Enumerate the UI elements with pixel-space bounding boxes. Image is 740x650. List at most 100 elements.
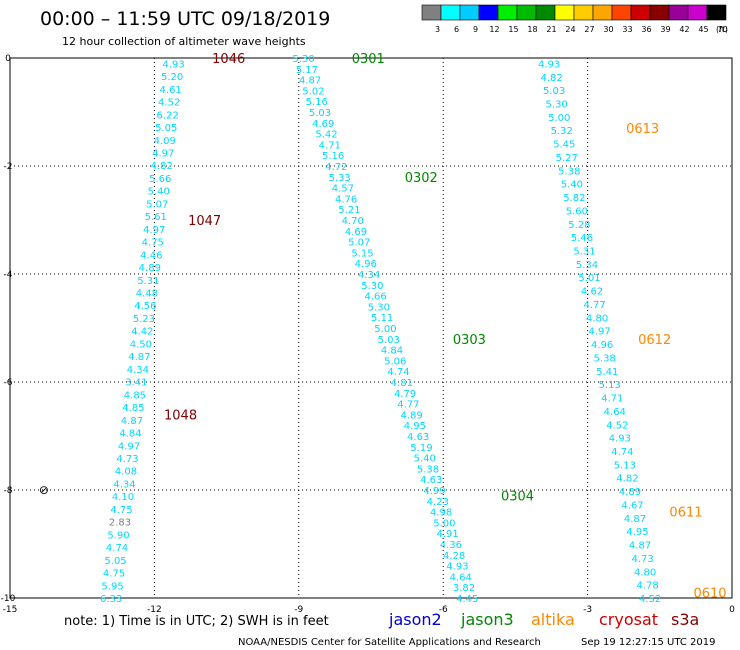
wave-height-value: 4.98 — [430, 508, 452, 519]
colorbar-label: 33 — [622, 25, 632, 34]
colorbar-label: 9 — [473, 25, 478, 34]
wave-height-value: 4.64 — [450, 572, 472, 583]
wave-height-value: 5.21 — [338, 205, 360, 216]
wave-height-value: 4.56 — [134, 301, 156, 312]
wave-height-value: 4.73 — [631, 554, 653, 565]
wave-height-value: 4.74 — [106, 543, 128, 554]
y-tick-label: 0 — [5, 54, 11, 64]
wave-height-value: 5.03 — [378, 335, 400, 346]
colorbar-swatch — [706, 4, 727, 21]
y-tick-label: -4 — [4, 270, 13, 280]
wave-height-value: 4.87 — [128, 352, 150, 363]
wave-height-value: 4.74 — [387, 367, 409, 378]
wave-height-value: 5.03 — [543, 86, 565, 97]
wave-height-value: 4.80 — [586, 313, 608, 324]
wave-height-value: 4.79 — [394, 389, 416, 400]
wave-height-value: 5.32 — [551, 126, 573, 137]
wave-height-value: 5.00 — [374, 324, 396, 335]
wave-height-value: 5.61 — [145, 212, 167, 223]
legend-entry: cryosat — [599, 610, 658, 629]
wave-height-value: 5.40 — [148, 187, 170, 198]
wave-height-value: 4.50 — [130, 339, 152, 350]
pass-label: 0304 — [501, 489, 534, 504]
wave-height-value: 4.95 — [404, 421, 426, 432]
wave-height-value: 5.16 — [306, 97, 328, 108]
x-tick-label: -6 — [439, 605, 448, 615]
wave-height-value: 4.91 — [436, 529, 458, 540]
colorbar-label: 42 — [679, 25, 689, 34]
colorbar-label: 18 — [527, 25, 537, 34]
colorbar-unit: (ft) — [716, 25, 728, 34]
colorbar-label: 39 — [660, 25, 670, 34]
wave-height-value: 4.93 — [446, 562, 468, 573]
wave-height-value: 4.67 — [621, 500, 643, 511]
wave-height-value: 5.66 — [149, 174, 171, 185]
wave-height-value: 5.05 — [104, 556, 126, 567]
wave-height-value: 4.10 — [112, 492, 134, 503]
wave-height-value: 5.42 — [315, 130, 337, 141]
wave-height-value: 5.00 — [548, 113, 570, 124]
colorbar-swatch — [668, 4, 689, 21]
wave-height-value: 5.13 — [614, 460, 636, 471]
legend-entry: s3a — [671, 610, 699, 629]
wave-height-value: 4.95 — [626, 527, 648, 538]
wave-height-value: 5.05 — [155, 123, 177, 134]
wave-height-value: 4.87 — [629, 541, 651, 552]
colorbar-label: 70 — [717, 25, 727, 34]
y-tick-label: -10 — [1, 594, 16, 604]
wave-height-value: 3.82 — [453, 583, 475, 594]
wave-height-value: 4.85 — [124, 390, 146, 401]
wave-height-value: 4.70 — [342, 216, 364, 227]
chart-subtitle: 12 hour collection of altimeter wave hei… — [62, 35, 306, 48]
plot-frame — [9, 57, 733, 599]
wave-height-value: 4.89 — [139, 263, 161, 274]
colorbar-swatch — [611, 4, 632, 21]
colorbar-swatch — [687, 4, 708, 21]
plot-area — [9, 57, 733, 599]
wave-height-value: 5.16 — [322, 151, 344, 162]
colorbar-swatch — [421, 4, 442, 21]
wave-height-value: 4.93 — [609, 434, 631, 445]
y-tick-label: -2 — [4, 162, 13, 172]
wave-height-value: 4.87 — [624, 514, 646, 525]
x-tick-labels: -15 -12 -9 -6 -3 0 — [3, 605, 735, 615]
wave-height-value: 4.36 — [440, 540, 462, 551]
wave-height-value: 4.81 — [391, 378, 413, 389]
wave-height-value: 5.01 — [578, 273, 600, 284]
y-tick-label: -8 — [4, 486, 13, 496]
wave-height-value: 5.38 — [417, 464, 439, 475]
pass-label: 0301 — [352, 52, 385, 67]
colorbar-label: 27 — [584, 25, 594, 34]
wave-height-value: 5.95 — [101, 581, 123, 592]
wave-height-value: 4.84 — [381, 346, 403, 357]
note-text: note: 1) Time is in UTC; 2) SWH is in fe… — [64, 614, 329, 629]
x-tick-label: -15 — [3, 605, 18, 615]
pass-label: 1046 — [212, 52, 245, 67]
wave-height-value: 4.77 — [583, 300, 605, 311]
chart-title: 00:00 – 11:59 UTC 09/18/2019 — [40, 8, 330, 30]
wave-height-value: 4.97 — [143, 225, 165, 236]
x-tick-label: -12 — [147, 605, 162, 615]
wave-height-value: 5.38 — [594, 353, 616, 364]
wave-height-value: 4.45 — [456, 594, 478, 605]
wave-height-value: 5.40 — [561, 180, 583, 191]
wave-height-value: 4.42 — [131, 327, 153, 338]
pass-label: 0611 — [669, 506, 702, 521]
wave-height-value: 5.11 — [371, 313, 393, 324]
x-tick-label: 0 — [729, 605, 735, 615]
wave-height-value: 5.03 — [309, 108, 331, 119]
colorbar-label: 15 — [508, 25, 518, 34]
wave-height-value: 4.69 — [345, 227, 367, 238]
wave-height-value: 4.82 — [616, 474, 638, 485]
wave-height-value: 4.87 — [121, 416, 143, 427]
wave-height-value: 5.27 — [556, 153, 578, 164]
colorbar-swatch — [459, 4, 480, 21]
wave-height-value: 4.73 — [116, 454, 138, 465]
wave-height-value: 4.08 — [115, 467, 137, 478]
wave-height-value: 4.46 — [140, 250, 162, 261]
wave-height-value: 5.06 — [384, 356, 406, 367]
wave-height-value: 5.60 — [566, 206, 588, 217]
wave-height-value: 4.34 — [113, 479, 135, 490]
wave-height-value: 4.34 — [358, 270, 380, 281]
